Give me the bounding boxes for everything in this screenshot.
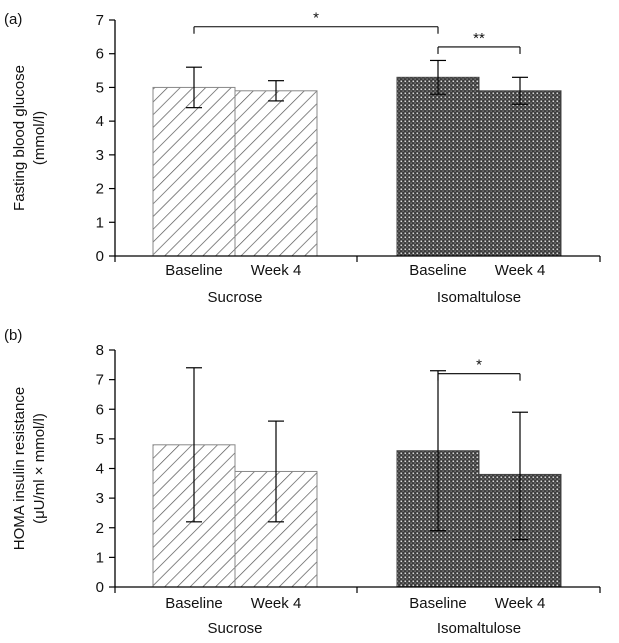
y-tick-label: 3: [96, 147, 104, 164]
error-bar: [512, 76, 528, 105]
y-tick-label: 5: [96, 431, 104, 448]
y-tick-label: 1: [96, 214, 104, 231]
x-tick-label: Baseline: [409, 595, 467, 612]
significance-bracket: *: [193, 10, 439, 34]
error-bar: [512, 411, 528, 541]
y-tick-label: 5: [96, 79, 104, 96]
y-axis-unit-label: (μU/ml × mmol/l): [31, 413, 48, 524]
group-label: Isomaltulose: [437, 289, 521, 306]
y-tick-label: 0: [96, 579, 104, 596]
chart-panel-a: (a) Fasting blood glucose (mmol/l) 0 1 2 3 4 5 6 7…: [4, 10, 601, 306]
y-tick-label: 2: [96, 520, 104, 537]
significance-bracket: **: [437, 30, 521, 54]
x-tick-label: Baseline: [165, 595, 223, 612]
y-tick-label: 7: [96, 12, 104, 29]
y-tick-label: 7: [96, 372, 104, 389]
x-tick-label: Week 4: [251, 262, 302, 279]
chart-panel-b: (b) HOMA insulin resistance (μU/ml × mmol/…: [4, 327, 601, 637]
x-tick-label: Week 4: [495, 262, 546, 279]
x-tick-label: Week 4: [495, 595, 546, 612]
y-tick-label: 8: [96, 342, 104, 359]
y-tick-label: 6: [96, 401, 104, 418]
significance-label: *: [476, 357, 482, 374]
panel-label: (b): [4, 327, 22, 344]
bar-isomaltulose-baseline: [396, 76, 480, 257]
group-label: Sucrose: [207, 620, 262, 637]
error-bar: [430, 59, 446, 95]
y-tick-label: 2: [96, 181, 104, 198]
bar-isomaltulose-week-4: [478, 90, 562, 257]
y-tick-label: 4: [96, 113, 104, 130]
x-tick-label: Week 4: [251, 595, 302, 612]
group-label: Isomaltulose: [437, 620, 521, 637]
significance-label: *: [313, 10, 319, 27]
error-bar: [186, 66, 202, 109]
error-bar: [268, 80, 284, 102]
y-axis-label: Fasting blood glucose: [11, 65, 28, 211]
y-tick-label: 4: [96, 461, 104, 478]
bar-sucrose-baseline: [152, 86, 236, 257]
error-bar: [430, 370, 446, 532]
y-axis-label: HOMA insulin resistance: [11, 387, 28, 550]
error-bar: [186, 367, 202, 523]
x-tick-label: Baseline: [409, 262, 467, 279]
significance-label: **: [473, 30, 485, 47]
y-tick-label: 6: [96, 46, 104, 63]
error-bar: [268, 420, 284, 523]
bar-sucrose-week-4: [234, 90, 318, 257]
y-tick-label: 3: [96, 490, 104, 507]
panel-label: (a): [4, 11, 22, 28]
group-label: Sucrose: [207, 289, 262, 306]
y-tick-label: 0: [96, 248, 104, 265]
x-tick-label: Baseline: [165, 262, 223, 279]
y-tick-label: 1: [96, 549, 104, 566]
significance-bracket: *: [437, 357, 521, 381]
y-axis-unit-label: (mmol/l): [31, 111, 48, 165]
